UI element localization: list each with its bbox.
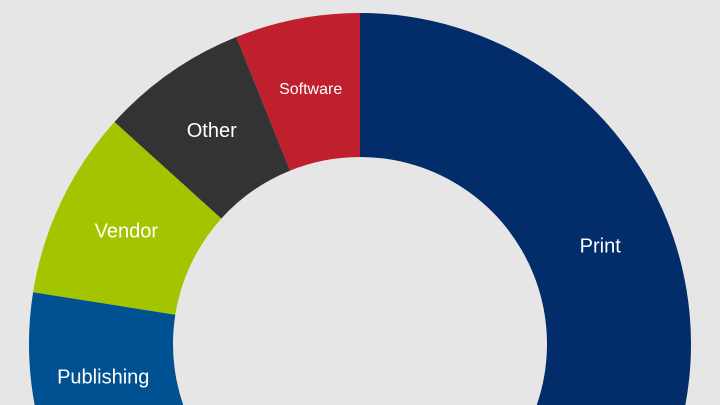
segment-label: Publishing — [57, 366, 149, 388]
donut-segment — [33, 122, 222, 315]
segment-label: Other — [187, 120, 237, 142]
segment-label: Print — [580, 235, 622, 257]
donut-segment — [236, 13, 360, 171]
donut-segment — [360, 13, 691, 405]
donut-segment — [29, 292, 184, 405]
segment-label: Software — [279, 81, 342, 98]
donut-segment — [114, 37, 291, 219]
segment-label: Vendor — [95, 221, 159, 243]
